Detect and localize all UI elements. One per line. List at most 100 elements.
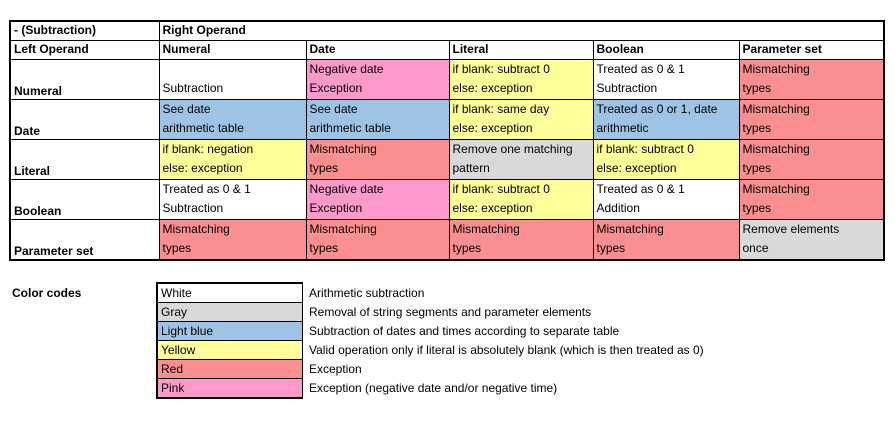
matrix-cell: Mismatching types	[305, 139, 450, 180]
legend-description: Removal of string segments and parameter…	[309, 305, 592, 319]
matrix-cell: Mismatching types	[592, 219, 740, 261]
column-header-literal: Literal	[448, 40, 594, 60]
column-header-parameter-set: Parameter set	[738, 40, 885, 60]
cell-line: Mismatching	[309, 222, 377, 236]
cell-line: Remove elements	[742, 222, 840, 236]
cell-line: Addition	[596, 201, 640, 215]
left-operand-header-cell: Left Operand	[9, 40, 160, 60]
matrix-cell: See date arithmetic table	[305, 99, 450, 140]
right-operand-header-cell: Right Operand	[158, 20, 885, 41]
cell-line: if blank: same day	[452, 102, 550, 116]
cell-line: else: exception	[162, 161, 243, 175]
cell-line: once	[742, 241, 769, 255]
cell-line: Treated as 0 & 1	[596, 62, 685, 76]
matrix-row-literal: Literal if blank: negation else: exception…	[9, 139, 885, 180]
legend-description: Exception	[309, 362, 362, 376]
cell-line: Mismatching	[162, 222, 230, 236]
cell-line: else: exception	[452, 81, 533, 95]
column-header-date: Date	[305, 40, 450, 60]
legend-row-light-blue: Light blue Subtraction of dates and times…	[156, 321, 705, 341]
matrix-cell: Mismatching types	[738, 99, 885, 140]
cell-line: Subtraction	[596, 81, 658, 95]
legend-row-yellow: Yellow Valid operation only if literal is…	[156, 340, 705, 360]
matrix-cell: Subtraction	[158, 59, 307, 100]
cell-line: Exception	[309, 201, 363, 215]
matrix-header-row-operator: - (Subtraction) Right Operand	[9, 20, 885, 41]
legend-swatch: White	[156, 282, 303, 303]
cell-line: Mismatching	[596, 222, 664, 236]
matrix-cell: Negative date Exception	[305, 179, 450, 220]
cell-line: types	[742, 81, 772, 95]
matrix-cell: See date arithmetic table	[158, 99, 307, 140]
matrix-header-row-columns: Left Operand Numeral Date Literal Boolea…	[9, 40, 885, 60]
cell-line: arithmetic	[596, 121, 649, 135]
cell-line: if blank: negation	[162, 142, 254, 156]
matrix-cell: Negative date Exception	[305, 59, 450, 100]
cell-line: Mismatching	[742, 182, 810, 196]
row-label: Literal	[9, 139, 160, 180]
cell-line: See date	[162, 102, 211, 116]
matrix-cell: if blank: subtract 0 else: exception	[448, 59, 594, 100]
row-label: Boolean	[9, 179, 160, 220]
matrix-row-parameter-set: Parameter set Mismatching types Mismatching…	[9, 219, 885, 261]
legend-description: Valid operation only if literal is absol…	[309, 343, 704, 357]
cell-line: arithmetic table	[309, 121, 391, 135]
matrix-cell: Mismatching types	[738, 179, 885, 220]
column-header-numeral: Numeral	[158, 40, 307, 60]
subtraction-matrix: - (Subtraction) Right Operand Left Opera…	[9, 20, 885, 261]
legend-description: Exception (negative date and/or negative…	[309, 381, 558, 396]
matrix-row-numeral: Numeral Subtraction Negative date Exception…	[9, 59, 885, 100]
color-legend-table: White Arithmetic subtraction Gray Removal o…	[156, 282, 706, 399]
color-legend: White Arithmetic subtraction Gray Removal o…	[156, 282, 706, 399]
cell-line: else: exception	[596, 161, 677, 175]
cell-line: Treated as 0 & 1	[596, 182, 685, 196]
cell-line: See date	[309, 102, 358, 116]
legend-row-gray: Gray Removal of string segments and param…	[156, 302, 705, 322]
legend-row-red: Red Exception	[156, 359, 705, 379]
row-label: Date	[9, 99, 160, 140]
cell-line: Mismatching	[309, 142, 377, 156]
cell-line: Negative date	[309, 62, 384, 76]
matrix-row-boolean: Boolean Treated as 0 & 1 Subtraction Negati…	[9, 179, 885, 220]
legend-title: Color codes	[12, 286, 82, 300]
matrix-cell: Mismatching types	[448, 219, 594, 261]
legend-description: Arithmetic subtraction	[309, 285, 425, 300]
cell-line: Treated as 0 or 1, date	[596, 102, 718, 116]
matrix-cell: Remove one matching pattern	[448, 139, 594, 180]
cell-line: Mismatching	[452, 222, 520, 236]
matrix-cell: Treated as 0 or 1, date arithmetic	[592, 99, 740, 140]
matrix-cell: Mismatching types	[158, 219, 307, 261]
cell-line: types	[742, 161, 772, 175]
cell-line: types	[309, 241, 339, 255]
matrix-cell: Treated as 0 & 1 Subtraction	[592, 59, 740, 100]
cell-line: types	[309, 161, 339, 175]
operator-title-cell: - (Subtraction)	[9, 20, 160, 41]
cell-line: Remove one matching	[452, 142, 573, 156]
legend-swatch: Gray	[156, 302, 303, 322]
legend-swatch: Light blue	[156, 321, 303, 341]
matrix-cell: Remove elements once	[738, 219, 885, 261]
legend-swatch: Pink	[156, 378, 303, 399]
legend-swatch: Red	[156, 359, 303, 379]
cell-line: if blank: subtract 0	[452, 62, 550, 76]
cell-line: Mismatching	[742, 102, 810, 116]
cell-line: types	[452, 241, 482, 255]
cell-line: Mismatching	[742, 62, 810, 76]
cell-line: Exception	[309, 81, 363, 95]
cell-line: pattern	[452, 161, 490, 175]
cell-line: Subtraction	[162, 201, 224, 215]
matrix-cell: if blank: subtract 0 else: exception	[592, 139, 740, 180]
cell-line: Mismatching	[742, 142, 810, 156]
matrix-cell: Treated as 0 & 1 Addition	[592, 179, 740, 220]
legend-description: Subtraction of dates and times according…	[309, 324, 620, 338]
cell-line: types	[742, 121, 772, 135]
column-header-boolean: Boolean	[592, 40, 740, 60]
cell-line: Negative date	[309, 182, 384, 196]
matrix-cell: if blank: same day else: exception	[448, 99, 594, 140]
matrix-row-date: Date See date arithmetic table See date arit…	[9, 99, 885, 140]
cell-line: else: exception	[452, 121, 533, 135]
cell-line: if blank: subtract 0	[452, 182, 550, 196]
matrix-cell: Mismatching types	[738, 139, 885, 180]
legend-row-pink: Pink Exception (negative date and/or nega…	[156, 378, 705, 399]
